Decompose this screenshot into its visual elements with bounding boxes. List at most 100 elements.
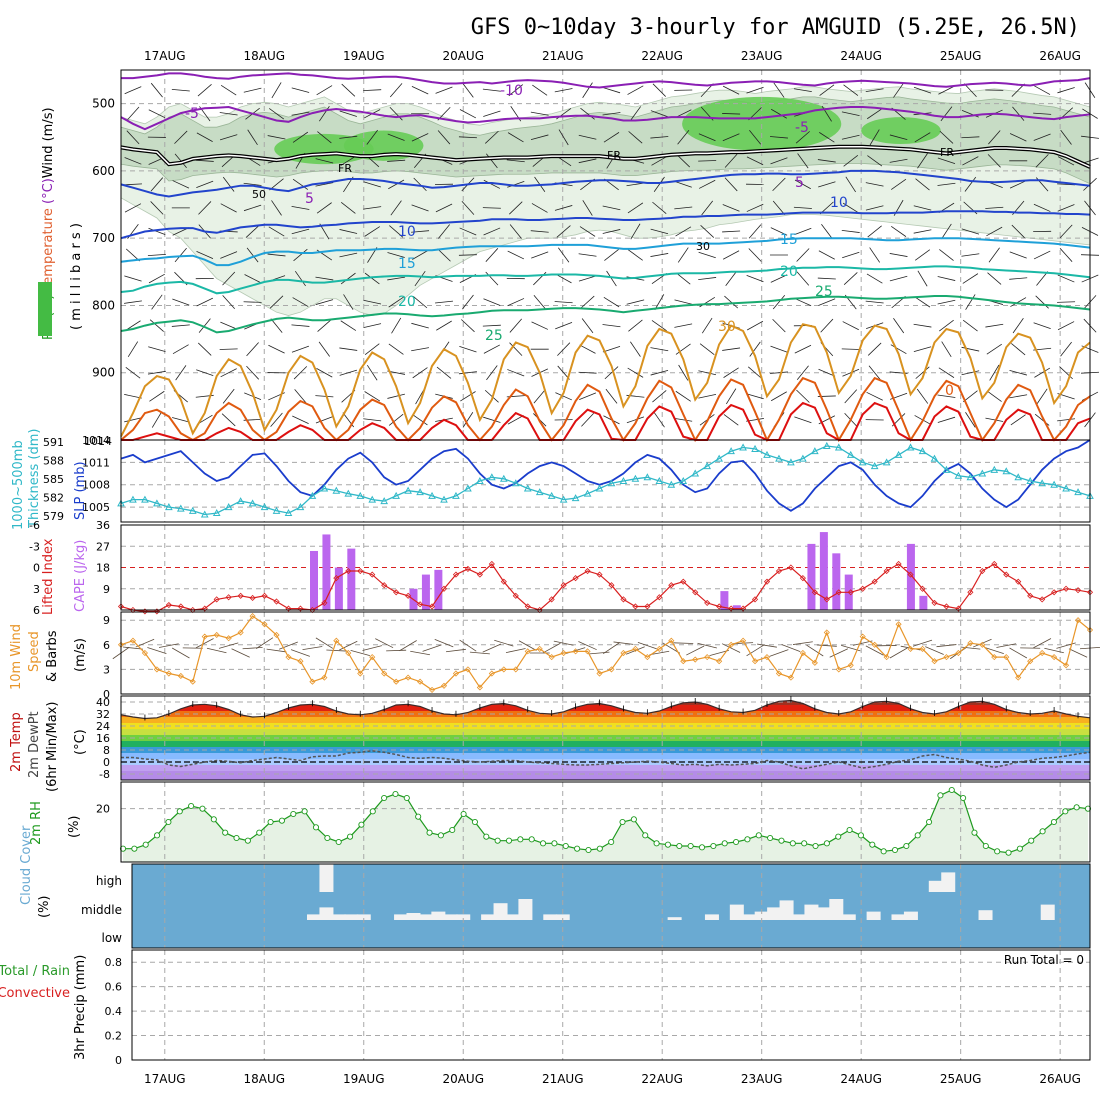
- temp-tick: 0: [103, 756, 110, 769]
- wind-barb: [542, 642, 561, 654]
- li-point: [704, 599, 711, 606]
- wind-barb: [868, 365, 881, 380]
- cloud-bar: [792, 914, 807, 920]
- temp-band: [121, 741, 1090, 747]
- rh-area: [123, 790, 1088, 862]
- li-point: [596, 571, 603, 578]
- rh-label: 30: [696, 240, 710, 253]
- wind-speed-line: [120, 615, 1091, 691]
- li-tick: 3: [33, 583, 40, 596]
- cloud-bar: [307, 914, 322, 920]
- wind-point: [381, 670, 388, 677]
- li-point: [452, 571, 460, 578]
- rh-point: [392, 790, 399, 798]
- wind-barb: [867, 342, 882, 356]
- wind-barb: [936, 644, 957, 648]
- wind-barb: [269, 295, 284, 309]
- wind-point: [560, 649, 567, 657]
- li-point: [740, 605, 747, 612]
- wind-barb: [626, 299, 645, 305]
- li-ylabel: Lifted Index: [41, 538, 56, 615]
- wind-barb: [796, 365, 809, 380]
- wind-barb: [147, 253, 166, 257]
- li-point: [751, 596, 759, 603]
- wind-barb: [770, 227, 788, 236]
- wind-barb: [292, 178, 309, 190]
- wind-point: [751, 658, 759, 665]
- wind-barb: [148, 109, 166, 119]
- wind-barb: [171, 324, 190, 327]
- li-point: [476, 571, 483, 578]
- wind-barb: [677, 130, 690, 145]
- wind-barb: [220, 203, 237, 213]
- pressure-tick: 900: [92, 366, 115, 380]
- wind-barb: [1011, 343, 1026, 356]
- wind-barb: [748, 248, 762, 262]
- rh-point: [426, 829, 433, 836]
- rh-point: [460, 810, 467, 818]
- wind-barb: [865, 182, 884, 187]
- wind-barb: [411, 86, 429, 95]
- isotherm-line: [120, 105, 1091, 131]
- wind-barb: [389, 106, 403, 121]
- wind-point: [728, 641, 735, 648]
- thickness-point: [1026, 476, 1035, 484]
- wind-barb: [770, 391, 787, 402]
- precip-panel: 0.8 0.6 0.4 0.2 0 Run Total = 0 Total / Rain Co…: [0, 949, 1091, 1067]
- rh-point: [403, 794, 410, 802]
- wind-barb: [364, 272, 380, 285]
- panel-frame: [131, 949, 1091, 1061]
- thickness-point: [236, 497, 245, 505]
- wind-point: [1063, 662, 1070, 669]
- isotherm-label: 30: [718, 319, 736, 335]
- cloud-panel: high middle low Cloud Cover(%): [19, 825, 1091, 949]
- wind-barb: [961, 136, 980, 139]
- wind-barb: [389, 83, 403, 98]
- wind-barb: [806, 644, 824, 657]
- wind-barb: [483, 344, 500, 354]
- li-point: [692, 589, 699, 596]
- wind-barb: [996, 643, 1017, 648]
- wind-barb: [315, 416, 333, 424]
- wind-barb: [794, 227, 812, 236]
- cape-bar: [819, 532, 828, 610]
- li-point: [871, 578, 878, 585]
- wind-barb: [150, 82, 163, 98]
- wind-barb: [841, 111, 860, 116]
- thickness-point: [799, 454, 807, 462]
- wind-point: [859, 633, 866, 640]
- wind-barb: [435, 86, 453, 94]
- cape-bar: [322, 534, 331, 610]
- wind-point: [740, 637, 747, 644]
- wind-barb: [964, 176, 977, 192]
- wind-barb: [649, 650, 670, 656]
- thickness-point: [954, 471, 963, 479]
- wind-barb: [483, 416, 501, 423]
- wind-barb: [269, 108, 285, 120]
- isotherm-label: -5: [185, 106, 199, 122]
- wind-barb: [793, 206, 812, 209]
- wind-barb: [1057, 301, 1076, 303]
- thickness-point: [559, 495, 568, 503]
- thickness-point: [129, 495, 137, 503]
- wind-barb: [940, 106, 953, 122]
- wind-barb: [678, 364, 689, 381]
- wind-barb: [1057, 274, 1075, 283]
- thickness-point: [224, 503, 233, 511]
- wind-barb: [938, 367, 955, 378]
- wind-barb: [494, 639, 514, 647]
- wind-barb: [363, 89, 382, 92]
- wind-barb: [866, 108, 883, 120]
- wind-barb: [961, 370, 980, 376]
- thickness-point: [1014, 473, 1023, 481]
- rh-point: [1062, 808, 1069, 815]
- thickness-point: [918, 447, 927, 455]
- wind-point: [955, 649, 962, 657]
- li-point: [213, 596, 220, 603]
- wind-barb: [939, 130, 954, 144]
- wind-barb: [988, 247, 1000, 263]
- cloud-level-tick: low: [102, 931, 123, 945]
- rh-point: [301, 808, 308, 815]
- wind-barb: [773, 82, 785, 98]
- wind-barb: [698, 160, 717, 162]
